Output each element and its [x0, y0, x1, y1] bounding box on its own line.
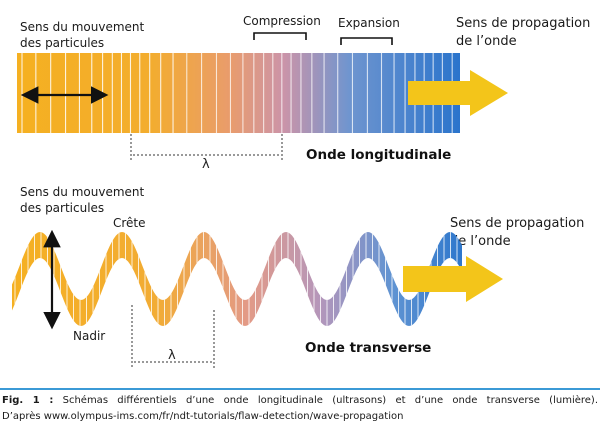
caption-rule [0, 388, 600, 390]
caption-line-2: D’après www.olympus-ims.com/fr/ndt-tutor… [2, 411, 404, 422]
bottom-propagation-label-1: Sens de propagation [450, 216, 584, 231]
top-particles-label-2: des particules [20, 36, 104, 50]
bottom-lambda: λ [168, 348, 176, 363]
top-propagation-label-1: Sens de propagation [456, 16, 590, 31]
caption-line-1: Schémas différentiels d’une onde longitu… [62, 395, 598, 406]
particle-lines [21, 53, 453, 133]
compression-bracket [253, 32, 307, 40]
caption-fig-label: Fig. 1 : [2, 395, 54, 406]
expansion-label: Expansion [338, 16, 400, 30]
longitudinal-title: Onde longitudinale [306, 147, 451, 163]
bottom-particles-label-2: des particules [20, 201, 104, 215]
compression-label: Compression [243, 14, 321, 28]
top-particles-label-1: Sens du mouvement [20, 20, 145, 34]
top-lambda: λ [202, 157, 210, 172]
bottom-propagation-arrow [403, 256, 503, 302]
top-propagation-label-2: de l’onde [456, 34, 517, 49]
figure-caption: Fig. 1 : Schémas différentiels d’une ond… [2, 393, 598, 428]
bottom-propagation-label-2: de l’onde [450, 234, 511, 249]
transverse-title: Onde transverse [305, 340, 431, 356]
trough-label: Nadir [73, 329, 105, 343]
bottom-particles-label-1: Sens du mouvement [20, 185, 145, 199]
crest-label: Crête [113, 216, 146, 230]
transverse-wave [12, 232, 462, 326]
top-propagation-arrow [408, 70, 508, 116]
wave-diagram: Sens du mouvement des particules Compres… [12, 14, 590, 368]
expansion-bracket [340, 37, 393, 45]
